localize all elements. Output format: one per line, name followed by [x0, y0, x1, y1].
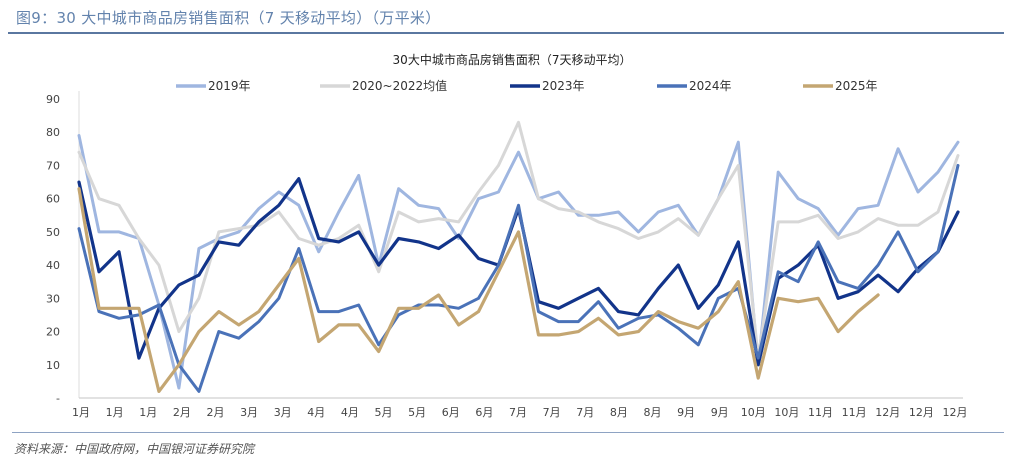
x-tick-label: 2月 [173, 406, 191, 419]
x-tick-label: 11月 [842, 406, 867, 419]
x-tick-label: 12月 [875, 406, 900, 419]
x-tick-label: 10月 [741, 406, 766, 419]
x-tick-label: 9月 [677, 406, 695, 419]
x-tick-label: 6月 [442, 406, 460, 419]
series-line-2019年 [77, 134, 960, 390]
x-tick-label: 2月 [206, 406, 224, 419]
legend-item: 2020~2022均值 [320, 78, 447, 93]
legend-label: 2024年 [689, 79, 732, 93]
x-tick-label: 7月 [543, 406, 561, 419]
y-tick-label: 30 [46, 292, 60, 305]
legend-item: 2023年 [510, 79, 585, 93]
chart: 30大中城市商品房销售面积（7天移动平均） 2019年 2020~2022均值 20… [46, 52, 968, 419]
series-line-2020~2022均值 [77, 120, 960, 360]
x-tick-label: 12月 [909, 406, 934, 419]
legend-label: 2019年 [208, 79, 251, 93]
x-tick-label: 9月 [711, 406, 729, 419]
y-tick-label: 70 [46, 159, 60, 172]
footer-divider [12, 432, 1004, 433]
y-tick-label: - [56, 392, 60, 405]
source-note: 资料来源：中国政府网，中国银河证券研究院 [14, 442, 255, 456]
figure-title: 图9：30 大中城市商品房销售面积（7 天移动平均）（万平米） [16, 9, 441, 27]
y-tick-label: 10 [46, 359, 60, 372]
y-tick-label: 90 [46, 93, 60, 106]
x-tick-label: 12月 [943, 406, 968, 419]
x-tick-label: 5月 [408, 406, 426, 419]
legend-item: 2024年 [657, 79, 732, 93]
x-tick-label: 4月 [341, 406, 359, 419]
x-tick-label: 10月 [774, 406, 799, 419]
series-line-2024年 [77, 163, 960, 393]
legend-item: 2019年 [176, 79, 251, 93]
legend-label: 2025年 [835, 79, 878, 93]
x-tick-label: 11月 [808, 406, 833, 419]
x-tick-label: 1月 [72, 406, 90, 419]
series-line-2025年 [77, 187, 880, 393]
x-tick-label: 6月 [475, 406, 493, 419]
x-tick-label: 7月 [576, 406, 594, 419]
y-tick-label: 20 [46, 326, 60, 339]
x-tick-label: 7月 [509, 406, 527, 419]
x-tick-label: 5月 [375, 406, 393, 419]
x-tick-label: 4月 [307, 406, 325, 419]
x-tick-label: 1月 [139, 406, 157, 419]
legend-label: 2023年 [542, 79, 585, 93]
series-lines [77, 120, 960, 393]
legend: 2019年 2020~2022均值 2023年 2024年 2025年 [176, 78, 878, 93]
x-tick-label: 3月 [274, 406, 292, 419]
y-tick-label: 60 [46, 193, 60, 206]
y-tick-label: 80 [46, 126, 60, 139]
axes: - 10 20 30 40 50 60 70 80 90 1月 1月 1月 2月 2月 3月 3月 4月 4月 5月 5… [46, 91, 968, 419]
legend-item: 2025年 [803, 79, 878, 93]
legend-label: 2020~2022均值 [352, 78, 447, 93]
chart-title: 30大中城市商品房销售面积（7天移动平均） [393, 52, 632, 67]
y-tick-label: 50 [46, 226, 60, 239]
title-divider [8, 32, 1004, 34]
x-tick-label: 8月 [643, 406, 661, 419]
x-tick-label: 1月 [106, 406, 124, 419]
x-tick-label: 8月 [610, 406, 628, 419]
y-tick-label: 40 [46, 259, 60, 272]
x-tick-label: 3月 [240, 406, 258, 419]
